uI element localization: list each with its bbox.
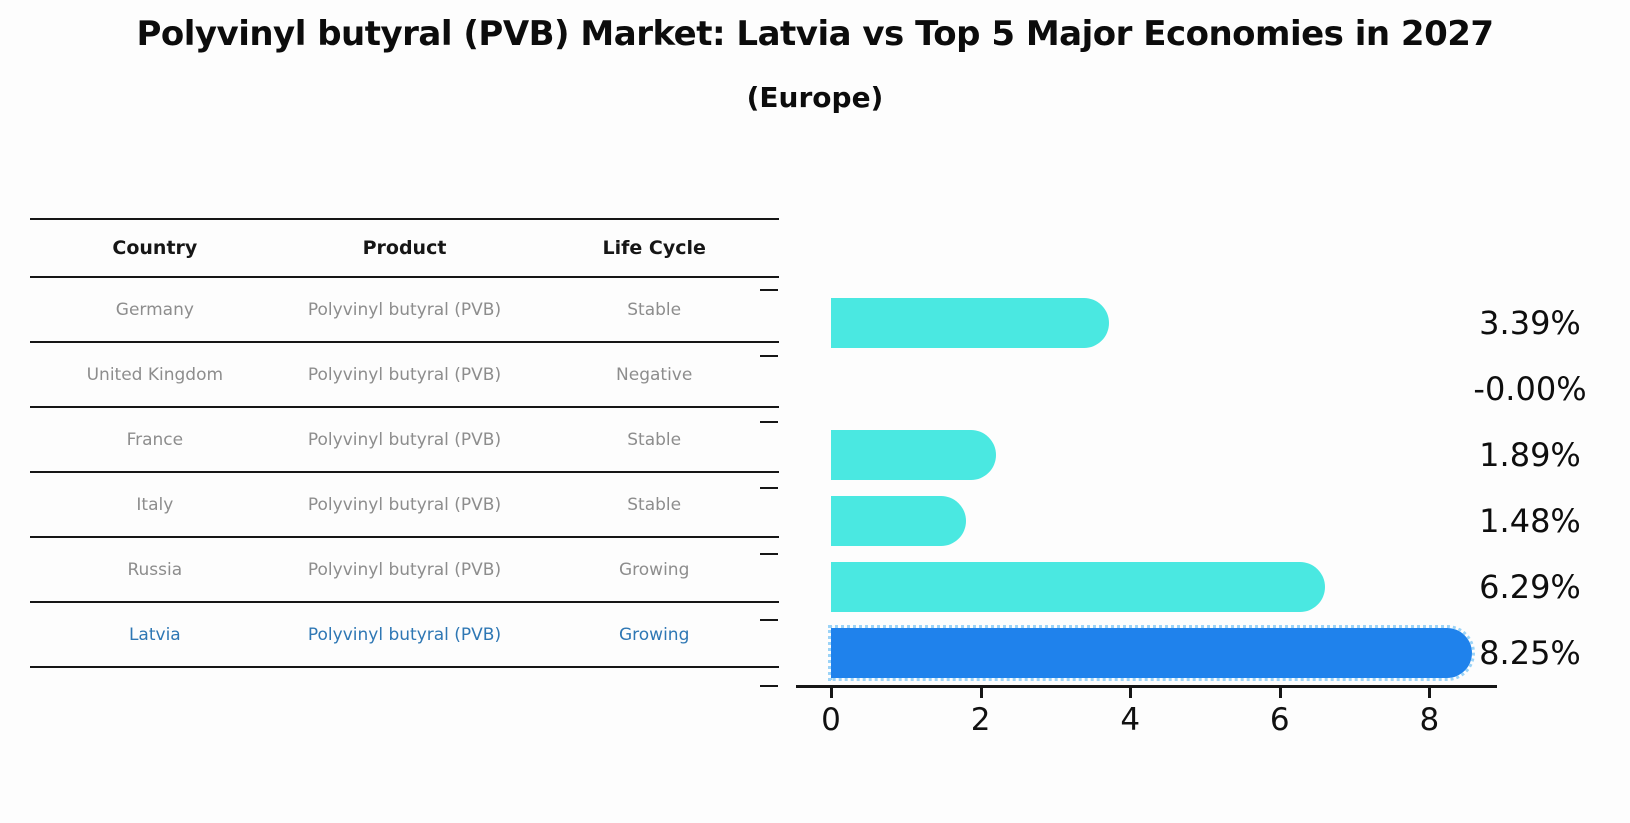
table-cell-product: Polyvinyl butyral (PVB): [307, 299, 502, 320]
table-cell-life-cycle: Negative: [616, 364, 693, 385]
table-cell-country: Italy: [136, 494, 174, 515]
bar-chart: 3.39% -0.00% 1.89% 1.48% 6.29% 8.25% 0 2 4 6 8: [760, 289, 1587, 738]
table-row: Italy Polyvinyl butyral (PVB) Stable: [30, 473, 779, 538]
table-cell-product: Polyvinyl butyral (PVB): [307, 494, 502, 515]
y-tick: [760, 553, 778, 555]
x-tick: [979, 688, 983, 698]
table-cell-product: Polyvinyl butyral (PVB): [307, 364, 502, 385]
chart-row: [800, 488, 1487, 554]
table-header-product: Product: [362, 237, 447, 259]
x-tick-label: 4: [1120, 702, 1141, 738]
bar-france: [831, 430, 997, 480]
x-axis-line: [796, 685, 1497, 688]
bar-latvia: [828, 625, 1476, 681]
value-label: 1.48%: [1479, 502, 1581, 540]
table-cell-product: Polyvinyl butyral (PVB): [307, 559, 502, 580]
chart-row: [800, 422, 1487, 488]
x-tick: [830, 688, 833, 698]
value-label: 3.39%: [1479, 304, 1581, 342]
bar-russia: [831, 562, 1326, 612]
table-row: Germany Polyvinyl butyral (PVB) Stable: [30, 278, 779, 343]
table-header-life-cycle: Life Cycle: [602, 237, 706, 259]
table-cell-life-cycle: Stable: [627, 494, 682, 515]
comparison-table: Country Product Life Cycle Germany Polyvi…: [30, 218, 779, 668]
chart-row: [800, 356, 1487, 422]
x-tick: [1129, 688, 1133, 698]
table-cell-country: Germany: [115, 299, 194, 320]
table-row: United Kingdom Polyvinyl butyral (PVB) Neg…: [30, 343, 779, 408]
table-cell-country: Latvia: [128, 624, 181, 645]
y-tick: [760, 355, 778, 357]
table-cell-life-cycle: Stable: [627, 299, 682, 320]
table-row: France Polyvinyl butyral (PVB) Stable: [30, 408, 779, 473]
table-cell-life-cycle: Growing: [618, 624, 690, 645]
table-header-country: Country: [112, 237, 198, 259]
table-header-row: Country Product Life Cycle: [30, 220, 779, 278]
table-cell-product: Polyvinyl butyral (PVB): [307, 624, 502, 645]
value-label: 8.25%: [1479, 634, 1581, 672]
table-cell-country: Russia: [127, 559, 183, 580]
table-body: Germany Polyvinyl butyral (PVB) Stable Unit…: [30, 278, 779, 668]
chart-title: Polyvinyl butyral (PVB) Market: Latvia v…: [136, 14, 1494, 54]
table-cell-country: France: [126, 429, 184, 450]
chart-row: [800, 554, 1487, 620]
y-tick: [760, 421, 778, 423]
value-label: 6.29%: [1479, 568, 1581, 606]
table-cell-life-cycle: Growing: [618, 559, 690, 580]
table-cell-product: Polyvinyl butyral (PVB): [307, 429, 502, 450]
x-tick: [1428, 688, 1432, 698]
table-row: Russia Polyvinyl butyral (PVB) Growing: [30, 538, 779, 603]
chart-row: [800, 290, 1487, 356]
bar-germany: [831, 298, 1109, 348]
y-tick: [760, 487, 778, 489]
value-label: 1.89%: [1479, 436, 1581, 474]
x-tick-label: 2: [970, 702, 991, 738]
x-tick-label: 0: [821, 702, 841, 738]
table-cell-life-cycle: Stable: [627, 429, 682, 450]
bar-italy: [831, 496, 966, 546]
table-row: Latvia Polyvinyl butyral (PVB) Growing: [30, 603, 779, 668]
table-cell-country: United Kingdom: [86, 364, 224, 385]
chart-subtitle: (Europe): [746, 81, 884, 114]
y-tick: [760, 289, 778, 291]
y-tick: [760, 685, 778, 687]
x-tick-label: 6: [1269, 702, 1290, 738]
chart-row: [800, 620, 1487, 686]
x-tick: [1278, 688, 1282, 698]
x-tick-label: 8: [1419, 702, 1440, 738]
y-tick: [760, 619, 778, 621]
value-label: -0.00%: [1473, 370, 1587, 408]
